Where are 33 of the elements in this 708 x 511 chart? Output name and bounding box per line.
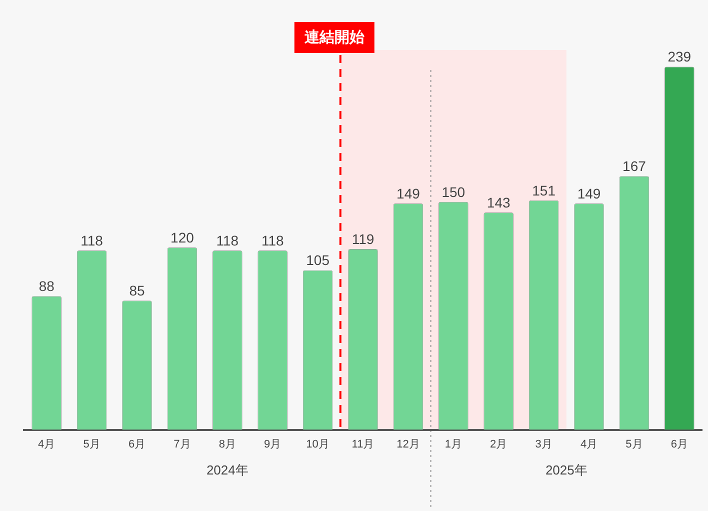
data-label: 149	[577, 185, 601, 202]
x-tick-label: 11月	[352, 438, 374, 450]
data-label: 118	[216, 232, 239, 248]
x-tick-label: 3月	[535, 438, 552, 450]
x-tick-label: 8月	[218, 438, 236, 450]
text: 2025年	[545, 462, 588, 478]
data-label: 88	[38, 278, 55, 294]
data-label: 239	[668, 48, 692, 65]
data-label: 118	[261, 232, 284, 248]
data-label: 118	[80, 232, 104, 248]
data-label: 167	[622, 158, 646, 174]
x-tick-label: 7月	[174, 438, 191, 450]
data-label: 143	[486, 194, 510, 210]
data-label: 149	[396, 185, 420, 202]
x-tick-label: 5月	[83, 438, 100, 450]
x-tick-label: 2月	[490, 438, 508, 450]
x-tick-label: 12月	[396, 438, 420, 450]
x-tick-label: 4月	[38, 438, 56, 450]
x-tick-label: 4月	[580, 438, 598, 450]
x-tick-label: 9月	[264, 438, 282, 450]
data-label: 105	[306, 252, 330, 268]
data-label: 150	[442, 184, 466, 200]
ref-line-label: 連結開始	[303, 29, 366, 46]
data-label: 85	[129, 282, 145, 299]
x-tick-label: 6月	[128, 438, 146, 450]
x-tick-label: 10月	[306, 438, 330, 450]
x-tick-label: 6月	[670, 438, 688, 450]
data-label: 120	[170, 229, 194, 246]
x-tick-label: 1月	[444, 438, 462, 450]
text: 2024年	[206, 462, 248, 478]
x-tick-label: 5月	[626, 438, 643, 450]
data-label: 119	[352, 230, 374, 247]
data-label: 151	[532, 182, 556, 198]
